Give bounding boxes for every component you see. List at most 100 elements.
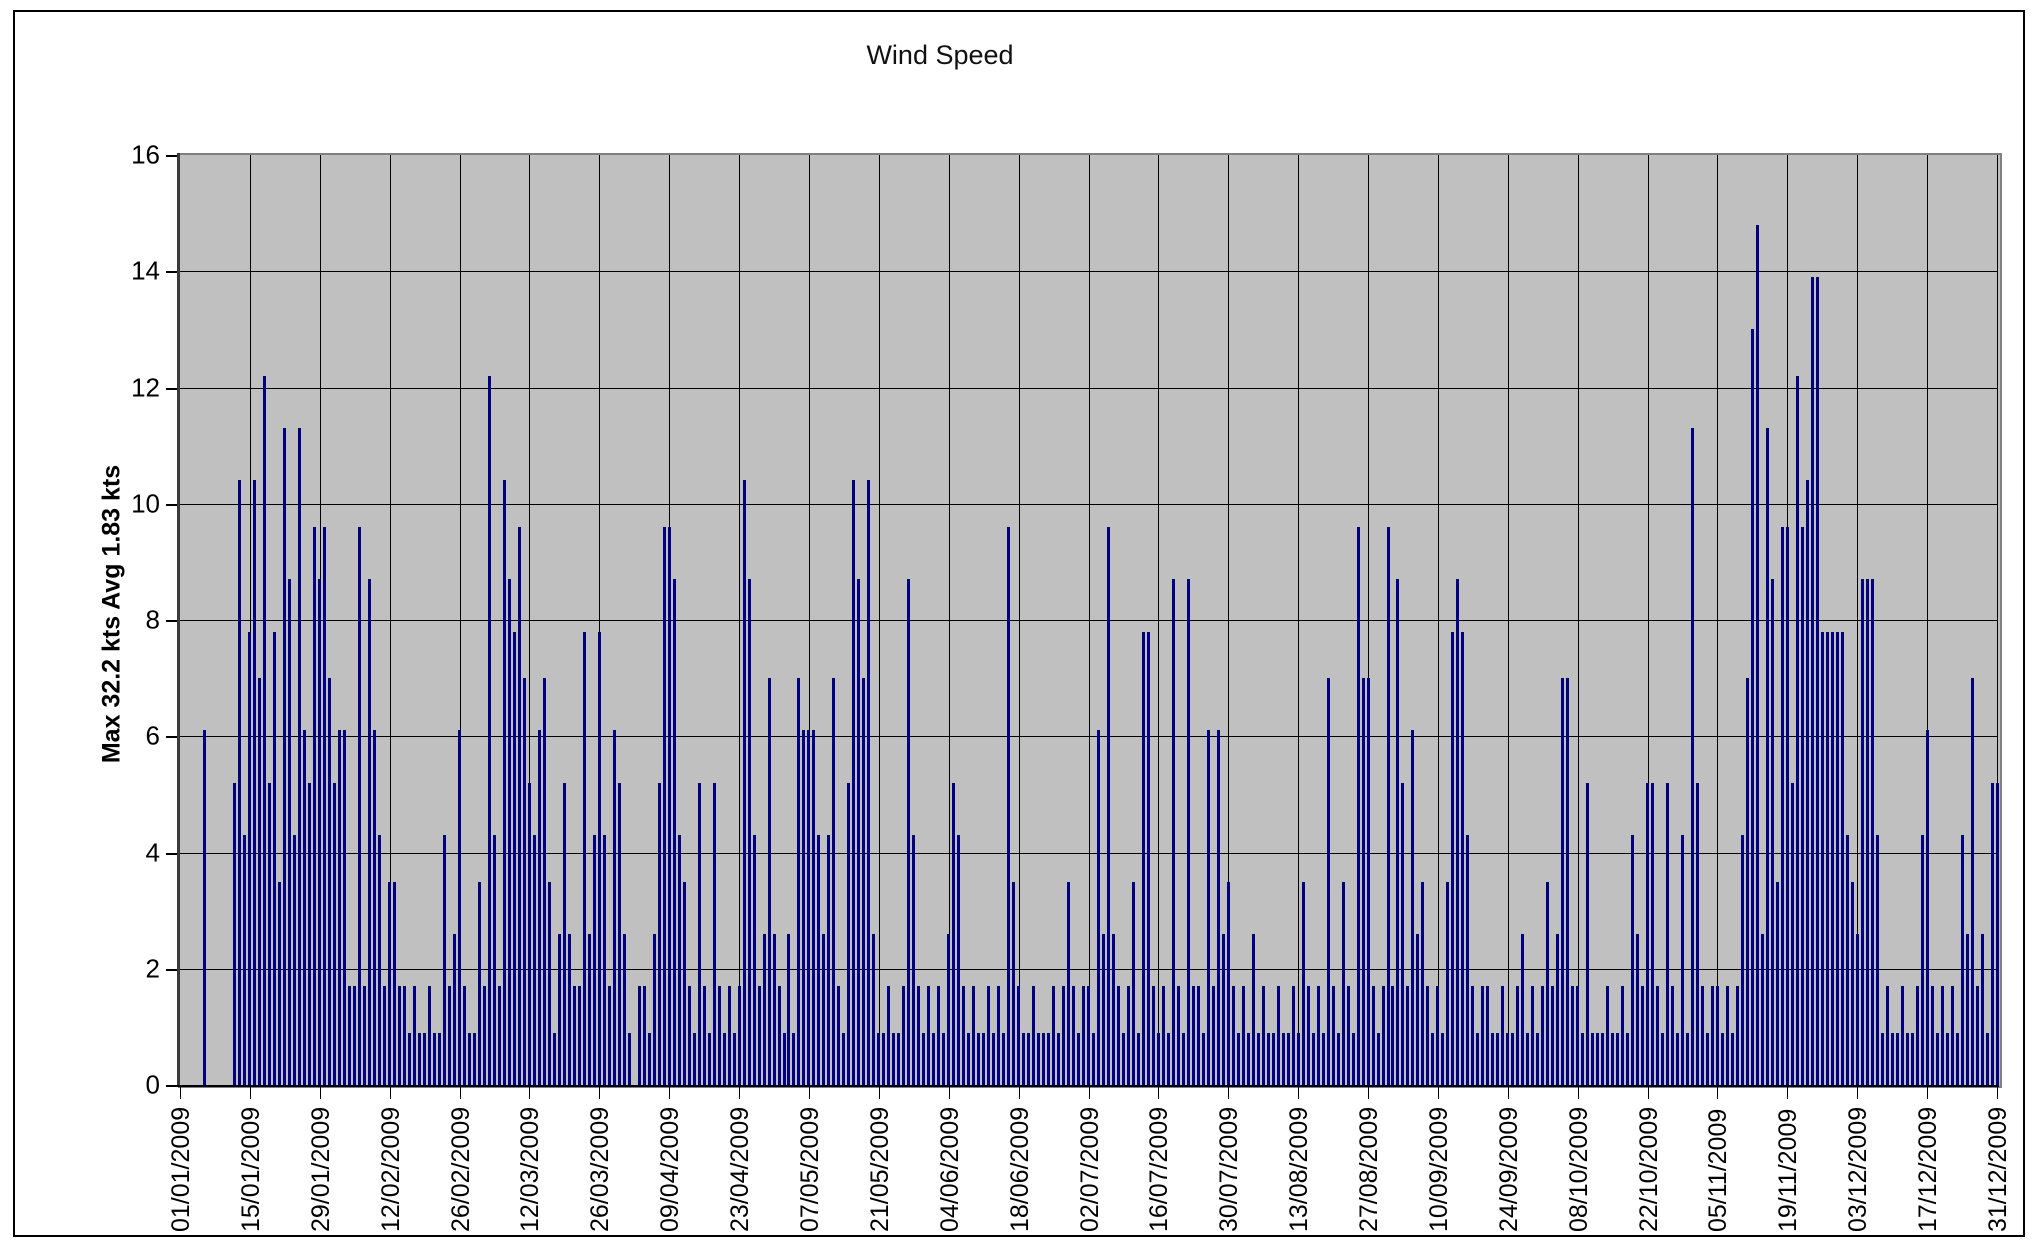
h-gridline (180, 620, 1997, 621)
bar (1666, 783, 1669, 1085)
bar (1776, 882, 1779, 1085)
bar (977, 1033, 980, 1085)
bar (1906, 1033, 1909, 1085)
bar (1821, 632, 1824, 1085)
bar (1746, 678, 1749, 1085)
bar (1881, 1033, 1884, 1085)
x-tick-label: 19/11/2009 (1774, 1108, 1802, 1232)
bar (932, 1033, 935, 1085)
bar (463, 986, 466, 1085)
x-tick-mark (1648, 1087, 1649, 1099)
bar (1586, 783, 1589, 1085)
bar (318, 579, 321, 1085)
bar (568, 934, 571, 1085)
bar (1941, 986, 1944, 1085)
bar (852, 480, 855, 1085)
bar (1556, 934, 1559, 1085)
v-gridline (1508, 155, 1509, 1085)
bar (1097, 730, 1100, 1085)
v-gridline (949, 155, 950, 1085)
bar (253, 480, 256, 1085)
bar (783, 1033, 786, 1085)
bar (1681, 835, 1684, 1085)
bar (1676, 1033, 1679, 1085)
x-tick-label: 26/02/2009 (447, 1106, 475, 1232)
bar (1726, 986, 1729, 1085)
x-tick-label: 17/12/2009 (1914, 1106, 1942, 1232)
bar (488, 376, 491, 1085)
bar (1791, 783, 1794, 1085)
bar (1077, 1033, 1080, 1085)
bar (1017, 986, 1020, 1085)
x-tick-label: 22/10/2009 (1635, 1106, 1663, 1232)
bar (1526, 1033, 1529, 1085)
bar (1636, 934, 1639, 1085)
bar (887, 986, 890, 1085)
bar (1621, 986, 1624, 1085)
bar (663, 527, 666, 1085)
x-tick-mark (320, 1087, 321, 1099)
x-tick-mark (599, 1087, 600, 1099)
bar (947, 934, 950, 1085)
bar (1387, 527, 1390, 1085)
bar (897, 1033, 900, 1085)
y-axis-line (177, 153, 180, 1087)
bar (992, 1033, 995, 1085)
bar (1756, 225, 1759, 1085)
bar (1516, 986, 1519, 1085)
bar (1916, 986, 1919, 1085)
bar (1641, 986, 1644, 1085)
x-tick-label: 15/01/2009 (237, 1106, 265, 1232)
bar (298, 428, 301, 1085)
bar (1072, 986, 1075, 1085)
bar (1172, 579, 1175, 1085)
bar (458, 730, 461, 1085)
bar (413, 986, 416, 1085)
bar (1391, 986, 1394, 1085)
y-tick-mark (166, 271, 177, 273)
bar (787, 934, 790, 1085)
bar (1147, 632, 1150, 1085)
bar (1496, 1033, 1499, 1085)
bar (343, 730, 346, 1085)
bar (1466, 835, 1469, 1085)
bar (827, 835, 830, 1085)
bar (1032, 986, 1035, 1085)
bar (842, 1033, 845, 1085)
bar (1042, 1033, 1045, 1085)
bar (303, 730, 306, 1085)
bar (558, 934, 561, 1085)
bar (618, 783, 621, 1085)
x-tick-label: 29/01/2009 (307, 1106, 335, 1232)
bar (862, 678, 865, 1085)
bar (1047, 1033, 1050, 1085)
y-tick-mark (166, 620, 177, 622)
bar (1861, 579, 1864, 1085)
bar (1451, 632, 1454, 1085)
x-tick-label: 26/03/2009 (586, 1106, 614, 1232)
bar (1946, 1033, 1949, 1085)
bar (723, 1033, 726, 1085)
v-gridline (1927, 155, 1928, 1085)
x-tick-mark (1997, 1087, 1998, 1099)
x-tick-label: 01/01/2009 (167, 1106, 195, 1232)
bar (418, 1033, 421, 1085)
h-gridline (180, 504, 1997, 505)
v-gridline (1019, 155, 1020, 1085)
bar (738, 986, 741, 1085)
bar (1082, 986, 1085, 1085)
bar (693, 1033, 696, 1085)
v-gridline (599, 155, 600, 1085)
bar (248, 632, 251, 1085)
bar (348, 986, 351, 1085)
bar (533, 835, 536, 1085)
bar (1511, 1033, 1514, 1085)
bar (233, 783, 236, 1085)
bar (1691, 428, 1694, 1085)
v-gridline (1228, 155, 1229, 1085)
bar (892, 1033, 895, 1085)
bar (268, 783, 271, 1085)
x-tick-label: 09/04/2009 (656, 1106, 684, 1232)
bar (802, 730, 805, 1085)
bar (1177, 986, 1180, 1085)
